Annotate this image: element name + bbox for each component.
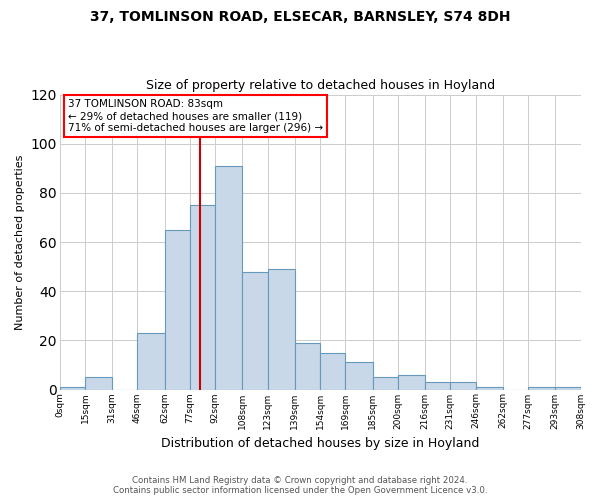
Bar	[476, 387, 503, 390]
Bar	[60, 387, 85, 390]
Bar	[346, 362, 373, 390]
Bar	[242, 272, 268, 390]
Bar	[555, 387, 581, 390]
Bar	[320, 352, 346, 390]
Text: Contains HM Land Registry data © Crown copyright and database right 2024.
Contai: Contains HM Land Registry data © Crown c…	[113, 476, 487, 495]
Bar	[528, 387, 555, 390]
Bar	[215, 166, 242, 390]
Bar	[398, 375, 425, 390]
Bar	[451, 382, 476, 390]
X-axis label: Distribution of detached houses by size in Hoyland: Distribution of detached houses by size …	[161, 437, 479, 450]
Text: 37 TOMLINSON ROAD: 83sqm
← 29% of detached houses are smaller (119)
71% of semi-: 37 TOMLINSON ROAD: 83sqm ← 29% of detach…	[68, 100, 323, 132]
Y-axis label: Number of detached properties: Number of detached properties	[15, 154, 25, 330]
Text: 37, TOMLINSON ROAD, ELSECAR, BARNSLEY, S74 8DH: 37, TOMLINSON ROAD, ELSECAR, BARNSLEY, S…	[90, 10, 510, 24]
Bar	[425, 382, 451, 390]
Bar	[373, 377, 398, 390]
Bar	[190, 205, 215, 390]
Bar	[295, 343, 320, 390]
Bar	[268, 269, 295, 390]
Bar	[137, 333, 164, 390]
Bar	[164, 230, 190, 390]
Bar	[85, 377, 112, 390]
Title: Size of property relative to detached houses in Hoyland: Size of property relative to detached ho…	[146, 79, 494, 92]
